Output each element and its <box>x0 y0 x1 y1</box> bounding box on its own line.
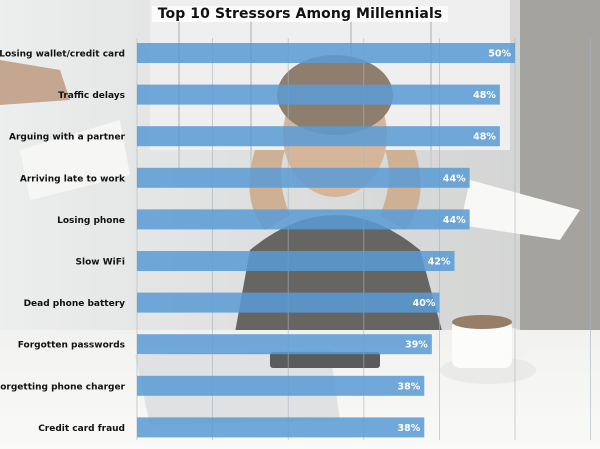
grid-lines <box>136 38 591 440</box>
chart-title-text: Top 10 Stressors Among Millennials <box>151 6 449 22</box>
bar <box>137 417 425 438</box>
bar <box>137 334 432 355</box>
value-label: 48% <box>473 90 496 101</box>
category-label: Arriving late to work <box>20 174 126 184</box>
bar <box>137 126 500 147</box>
value-label: 48% <box>473 132 496 143</box>
category-label: Arguing with a partner <box>9 133 126 143</box>
value-label: 50% <box>488 49 511 60</box>
bar <box>137 375 425 396</box>
category-label: Dead phone battery <box>24 299 126 309</box>
category-label: Traffic delays <box>58 91 125 101</box>
bar <box>137 251 455 271</box>
value-label: 42% <box>428 257 451 268</box>
category-label: Losing wallet/credit card <box>0 50 125 60</box>
value-label: 38% <box>398 381 421 392</box>
value-label: 44% <box>443 173 466 184</box>
category-label: Losing phone <box>57 216 125 226</box>
value-label: 40% <box>413 298 436 309</box>
chart-title: Top 10 Stressors Among Millennials <box>0 6 600 22</box>
bars: Losing wallet/credit card 50% Traffic dela… <box>0 43 515 438</box>
bar <box>137 167 470 188</box>
value-label: 39% <box>405 340 428 351</box>
category-label: Forgetting phone charger <box>0 382 126 392</box>
bar <box>137 84 500 105</box>
bar <box>137 292 440 313</box>
value-label: 38% <box>398 423 421 434</box>
value-label: 44% <box>443 215 466 226</box>
bar <box>137 43 515 63</box>
category-label: Forgotten passwords <box>18 341 125 351</box>
category-label: Credit card fraud <box>38 424 125 434</box>
category-label: Slow WiFi <box>76 258 125 268</box>
bar <box>137 209 470 230</box>
